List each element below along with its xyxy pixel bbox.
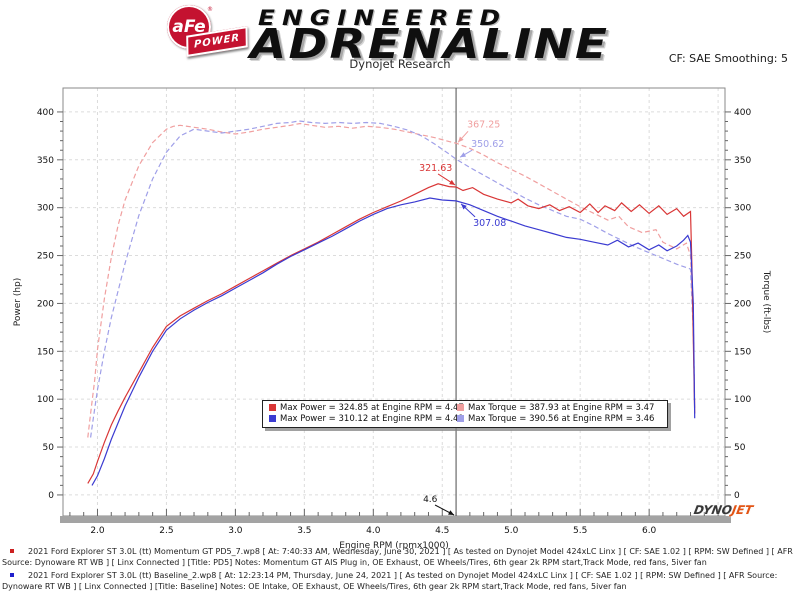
y-tick-label-left: 350 bbox=[37, 156, 54, 166]
run-note-baseline: 2021 Ford Explorer ST 3.0L (tt) Baseline… bbox=[2, 570, 794, 592]
x-tick-label: 6.0 bbox=[642, 526, 657, 536]
y-tick-label-right: 50 bbox=[734, 443, 746, 453]
y-tick-label-left: 150 bbox=[37, 347, 54, 357]
y-tick-label-right: 150 bbox=[734, 347, 751, 357]
run-bullet-baseline bbox=[10, 573, 14, 577]
cursor-annotations: 367.25 350.62 321.63 307.08 bbox=[419, 119, 506, 229]
y-tick-label-left: 100 bbox=[37, 395, 54, 405]
afe-logo-text: aFe bbox=[172, 17, 206, 37]
y-tick-label-left: 50 bbox=[43, 443, 55, 453]
annotation-307.08: 307.08 bbox=[473, 218, 506, 229]
plot-border bbox=[62, 87, 726, 517]
legend-label: Max Torque = 390.56 at Engine RPM = 3.46 bbox=[468, 414, 655, 424]
run-note-text: 2021 Ford Explorer ST 3.0L (tt) Baseline… bbox=[2, 571, 778, 591]
y-axis-title-torque: Torque (ft-lbs) bbox=[761, 270, 771, 334]
y-tick-label-right: 400 bbox=[734, 108, 751, 118]
run-note-modified: 2021 Ford Explorer ST 3.0L (tt) Momentum… bbox=[2, 546, 794, 568]
legend-label: Max Power = 310.12 at Engine RPM = 4.41 bbox=[280, 414, 464, 424]
annotation-321.63: 321.63 bbox=[419, 163, 452, 174]
brand-engineered: ENGINEERED bbox=[258, 6, 508, 30]
torque-curve-baseline bbox=[90, 120, 696, 438]
brand-adrenaline: ADRENALINE bbox=[250, 20, 610, 68]
y-tick-label-left: 250 bbox=[37, 252, 54, 262]
annotation-367.25: 367.25 bbox=[467, 119, 500, 130]
x-tick-label: 5.5 bbox=[573, 526, 587, 536]
legend-item-max-torque-base: Max Torque = 390.56 at Engine RPM = 3.46 bbox=[457, 414, 667, 425]
legend-item-max-power-base: Max Power = 310.12 at Engine RPM = 4.41 bbox=[269, 414, 464, 425]
legend-label: Max Torque = 387.93 at Engine RPM = 3.47 bbox=[468, 403, 655, 413]
x-axis-title: Engine RPM (rpmx1000) bbox=[339, 541, 448, 551]
curves bbox=[87, 120, 696, 486]
dynojet-watermark-dyno: DYNO bbox=[692, 503, 734, 517]
y-tick-label-left: 300 bbox=[37, 204, 54, 214]
x-tick-label: 5.0 bbox=[504, 526, 519, 536]
cursor-rpm-value: 4.6 bbox=[423, 495, 438, 505]
dynojet-watermark: DYNOJET bbox=[693, 503, 754, 517]
power-curve-modified bbox=[87, 183, 696, 484]
x-tick-label: 4.0 bbox=[366, 526, 381, 536]
y-tick-label-right: 300 bbox=[734, 204, 751, 214]
legend-label: Max Power = 324.85 at Engine RPM = 4.47 bbox=[280, 403, 464, 413]
legend-swatch-power-base bbox=[269, 415, 276, 422]
dynojet-watermark-jet: JET bbox=[730, 503, 755, 517]
y-tick-label-right: 350 bbox=[734, 156, 751, 166]
registered-mark: ® bbox=[207, 6, 213, 13]
grid-lines bbox=[63, 88, 725, 516]
y-tick-label-right: 100 bbox=[734, 395, 751, 405]
x-tick-label: 4.5 bbox=[435, 526, 449, 536]
y-tick-label-left: 200 bbox=[37, 299, 54, 309]
y-tick-label-right: 250 bbox=[734, 252, 751, 262]
legend-box: Max Power = 324.85 at Engine RPM = 4.47 … bbox=[262, 400, 668, 428]
smoothing-label: CF: SAE Smoothing: 5 bbox=[668, 52, 788, 65]
chart-title: Dynojet Research bbox=[349, 57, 451, 71]
afe-power-banner-text: POWER bbox=[193, 32, 241, 51]
legend-swatch-torque-mod bbox=[457, 404, 464, 411]
torque-curve-modified bbox=[87, 122, 696, 438]
x-tick-label: 2.0 bbox=[90, 526, 105, 536]
legend-item-max-torque-mod: Max Torque = 387.93 at Engine RPM = 3.47 bbox=[457, 403, 667, 414]
y-axis-title-power: Power (hp) bbox=[13, 278, 23, 327]
run-notes: 2021 Ford Explorer ST 3.0L (tt) Momentum… bbox=[0, 546, 796, 594]
axis-ticks: 2.0 2.5 3.0 3.5 4.0 4.5 5.0 5.5 6.0 0 0 50 50 100 100 1… bbox=[37, 108, 752, 536]
x-tick-label: 2.5 bbox=[159, 526, 173, 536]
x-tick-label: 3.5 bbox=[297, 526, 311, 536]
y-tick-label-left: 0 bbox=[48, 491, 54, 501]
y-tick-label-right: 200 bbox=[734, 299, 751, 309]
y-tick-label-right: 0 bbox=[734, 491, 740, 501]
x-tick-label: 3.0 bbox=[228, 526, 243, 536]
legend-swatch-power-mod bbox=[269, 404, 276, 411]
x-axis-band bbox=[60, 516, 731, 523]
cursor-rpm-label: 4.6 bbox=[423, 495, 455, 516]
run-bullet-modified bbox=[10, 549, 14, 553]
power-curve-baseline bbox=[91, 197, 696, 486]
annotation-350.62: 350.62 bbox=[471, 139, 504, 150]
y-tick-label-left: 400 bbox=[37, 108, 54, 118]
legend-item-max-power-mod: Max Power = 324.85 at Engine RPM = 4.47 bbox=[269, 403, 464, 414]
run-note-text: 2021 Ford Explorer ST 3.0L (tt) Momentum… bbox=[2, 547, 793, 567]
legend-swatch-torque-base bbox=[457, 415, 464, 422]
